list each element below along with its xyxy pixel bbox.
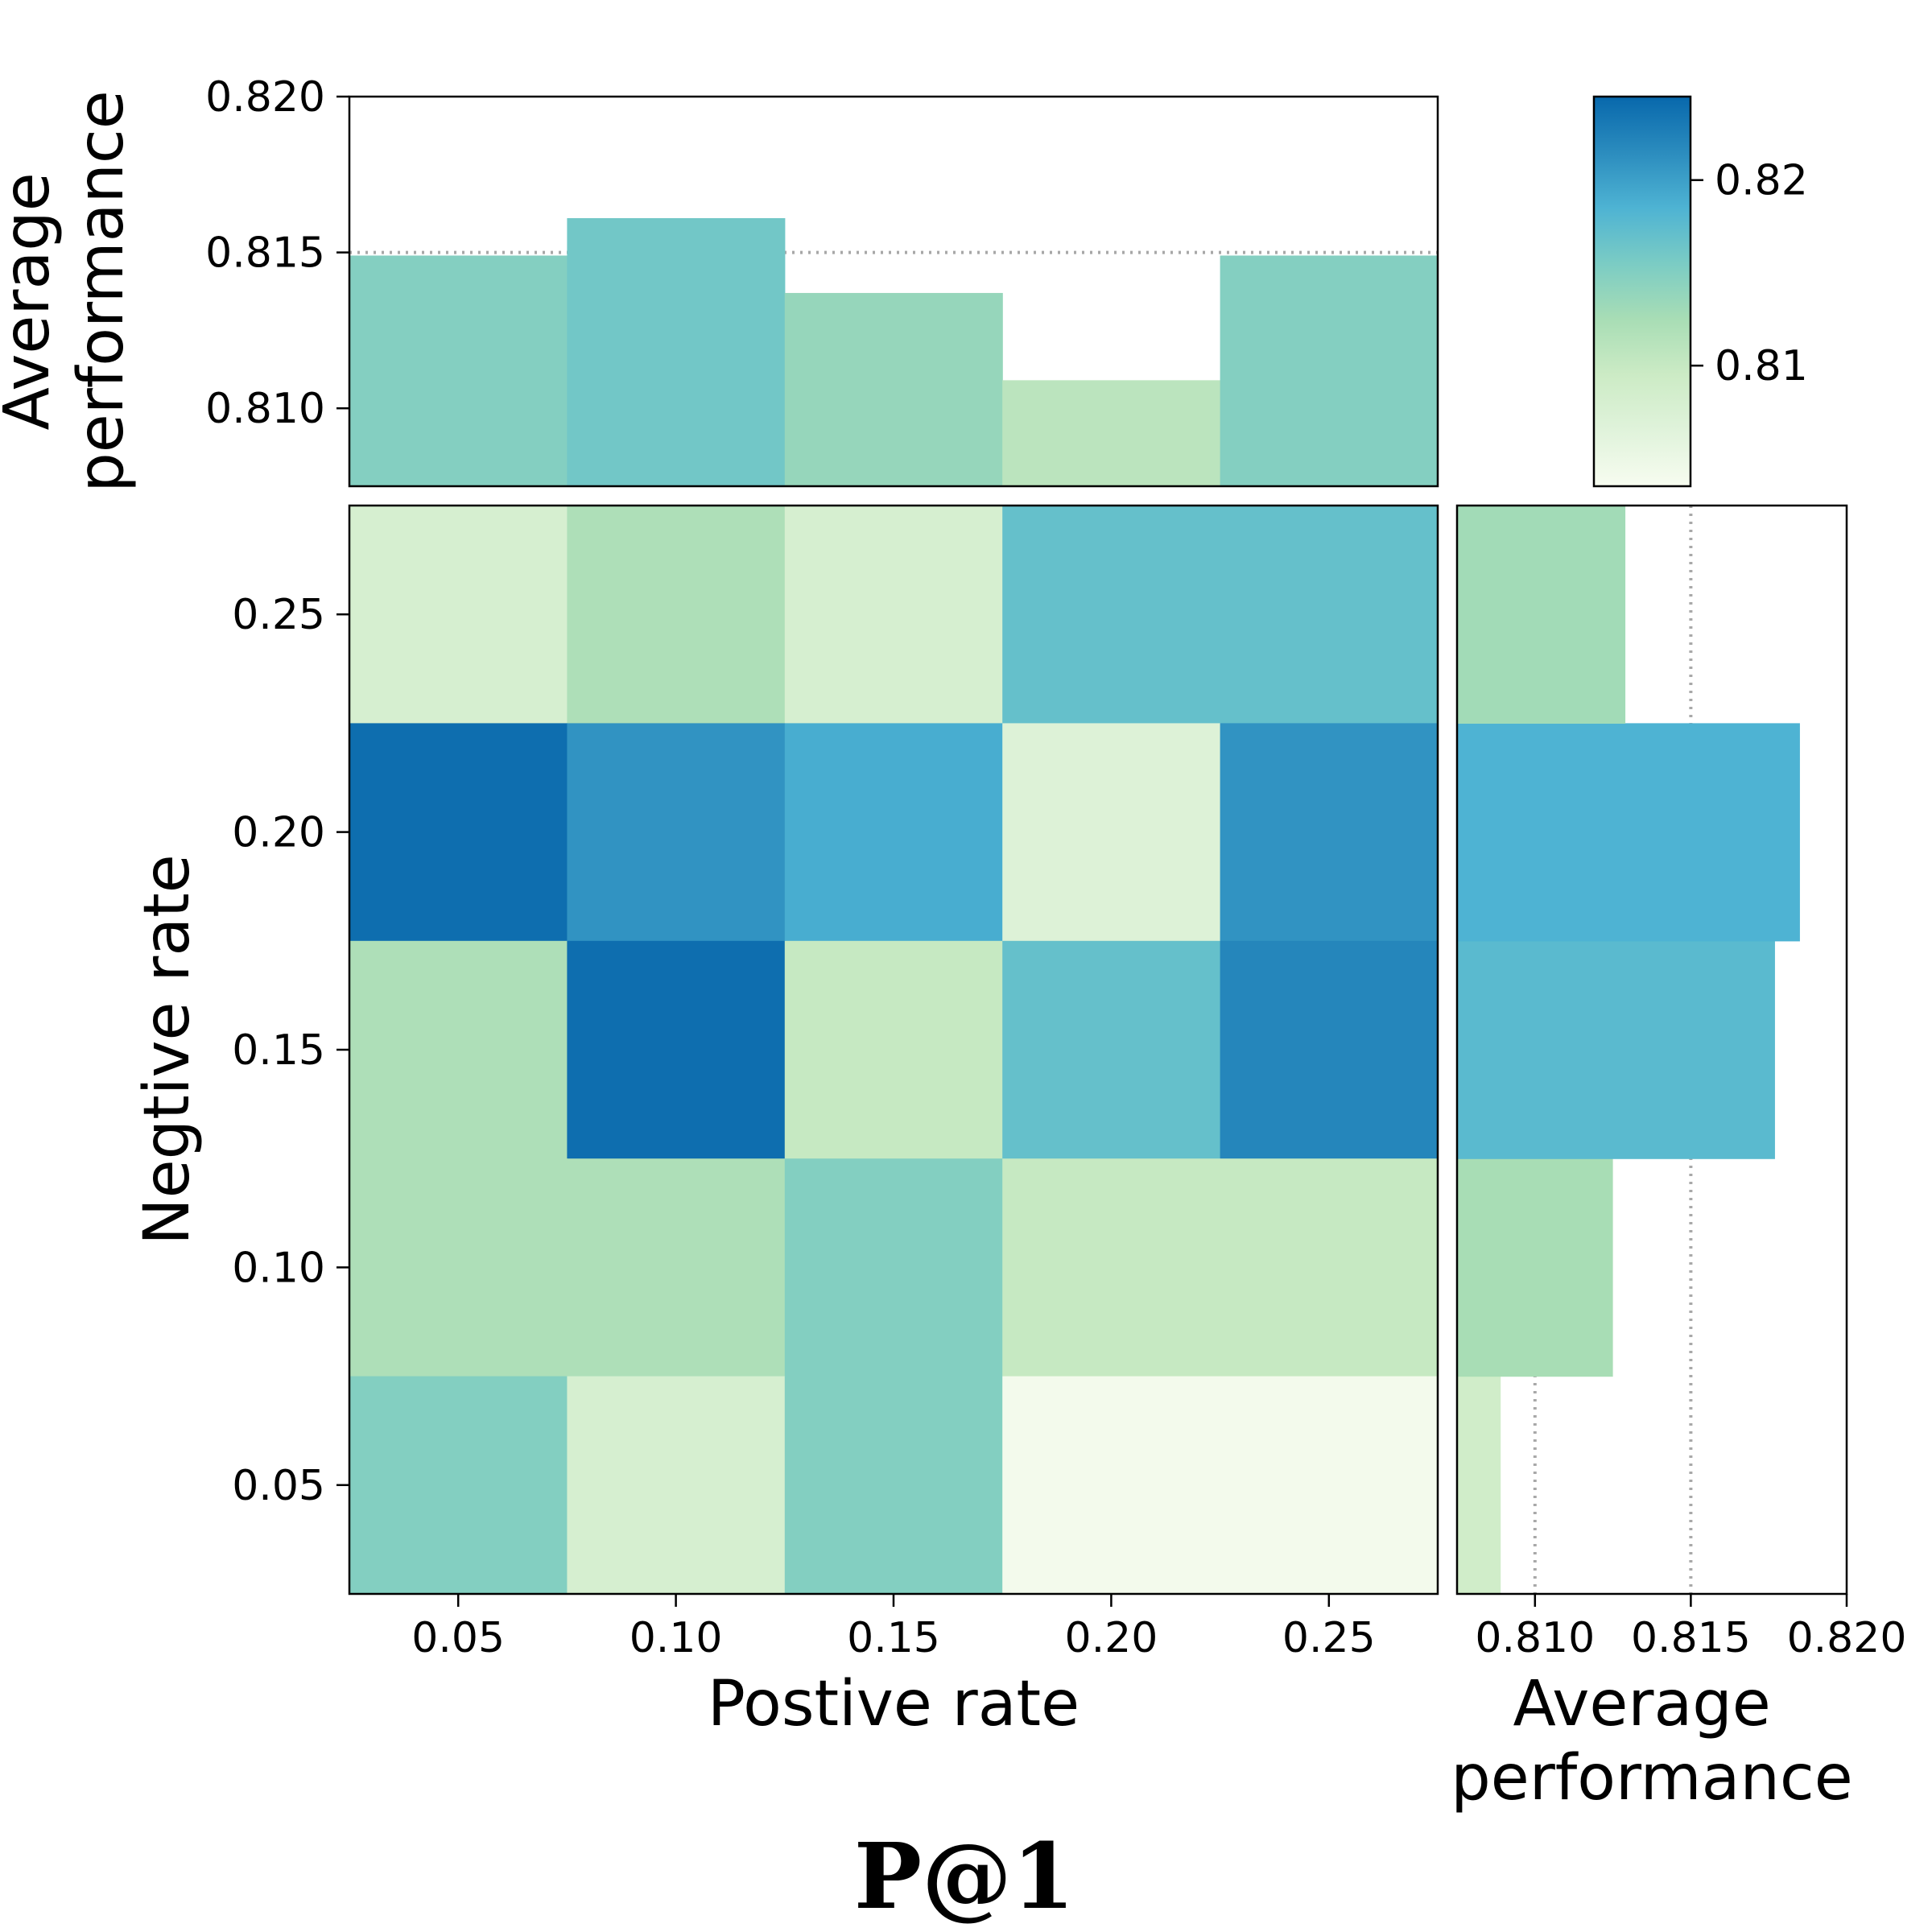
colorbar-frame — [1592, 95, 1692, 488]
x-tick-label: 0.25 — [1282, 1614, 1376, 1662]
colorbar-tick-label: 0.82 — [1715, 157, 1808, 205]
heatmap-cell — [784, 940, 1003, 1159]
top-marginal-y-ticks: 0.810 0.815 0.820 — [205, 73, 349, 433]
chart-title: P@1 — [854, 1824, 1075, 1930]
heatmap-x-ticks: 0.05 0.10 0.15 0.20 0.25 — [411, 1594, 1376, 1662]
heatmap-cell — [349, 506, 568, 724]
top-marginal-bar — [784, 292, 1003, 486]
y-tick-label: 0.20 — [232, 809, 325, 857]
top-marginal-ylabel: Average performance — [0, 90, 138, 493]
heatmap-cell — [349, 723, 568, 942]
top-y-tick-label: 0.820 — [205, 73, 325, 122]
y-axis-label: Negtive rate — [131, 854, 204, 1245]
x-tick-label: 0.20 — [1065, 1614, 1158, 1662]
heatmap-cell — [567, 1158, 786, 1377]
top-marginal-bar — [567, 218, 786, 486]
right-marginal-xlabel: Average performance — [1451, 1668, 1853, 1814]
heatmap-cell — [349, 1158, 568, 1377]
right-marginal-frame — [1455, 504, 1848, 1596]
heatmap-cell — [1220, 940, 1439, 1159]
right-marginal-x-ticks: 0.810 0.815 0.820 — [1475, 1594, 1906, 1662]
heatmap-cell — [1220, 1158, 1439, 1377]
right-x-tick-label: 0.810 — [1475, 1614, 1595, 1662]
heatmap-cell — [567, 723, 786, 942]
heatmap-cell — [1220, 723, 1439, 942]
y-tick-label: 0.05 — [232, 1462, 325, 1510]
colorbar-tick-label: 0.81 — [1715, 342, 1808, 390]
x-tick-label: 0.05 — [411, 1614, 505, 1662]
top-marginal-bars — [349, 218, 1439, 486]
heatmap-cell — [567, 940, 786, 1159]
heatmap-y-ticks: 0.05 0.10 0.15 0.20 0.25 — [232, 591, 349, 1510]
top-y-tick-label: 0.810 — [205, 385, 325, 433]
right-x-tick-label: 0.815 — [1631, 1614, 1751, 1662]
heatmap-cell — [784, 506, 1003, 724]
colorbar-ticks: 0.81 0.82 — [1690, 157, 1808, 390]
heatmap-cell — [784, 723, 1003, 942]
right-marginal-bar — [1457, 506, 1626, 724]
colorbar — [1594, 97, 1690, 486]
heatmap-cells — [349, 506, 1439, 1595]
heatmap-cell — [349, 1376, 568, 1595]
heatmap-cell — [349, 940, 568, 1159]
heatmap-cell — [567, 1376, 786, 1595]
top-marginal-bar — [349, 255, 568, 486]
heatmap-cell — [1002, 1158, 1221, 1377]
heatmap-cell — [784, 1376, 1003, 1595]
heatmap-cell — [1002, 940, 1221, 1159]
heatmap-cell — [784, 1158, 1003, 1377]
top-marginal-bar — [1002, 380, 1221, 486]
heatmap-cell — [1220, 506, 1439, 724]
right-marginal-bar — [1457, 723, 1800, 942]
heatmap-cell — [1002, 723, 1221, 942]
heatmap-cell — [1002, 1376, 1221, 1595]
x-tick-label: 0.10 — [630, 1614, 723, 1662]
right-marginal-bars — [1457, 506, 1800, 1595]
top-y-tick-label: 0.815 — [205, 229, 325, 278]
heatmap-cell — [1002, 506, 1221, 724]
y-tick-label: 0.15 — [232, 1026, 325, 1075]
x-tick-label: 0.15 — [847, 1614, 940, 1662]
x-axis-label: Postive rate — [708, 1668, 1080, 1740]
right-marginal-bar — [1457, 940, 1775, 1159]
top-marginal-bar — [1220, 255, 1439, 486]
right-x-tick-label: 0.820 — [1787, 1614, 1907, 1662]
top-marginal-frame — [348, 95, 1439, 488]
y-tick-label: 0.10 — [232, 1244, 325, 1292]
heatmap-cell — [1220, 1376, 1439, 1595]
right-marginal-bar — [1457, 1376, 1501, 1595]
right-marginal-bar — [1457, 1158, 1613, 1377]
y-tick-label: 0.25 — [232, 591, 325, 639]
heatmap-cell — [567, 506, 786, 724]
